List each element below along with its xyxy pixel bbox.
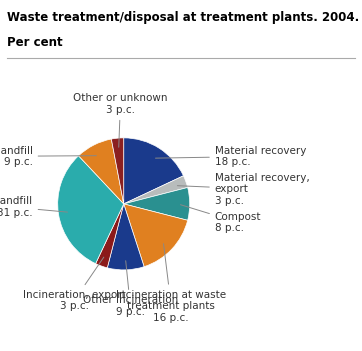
Text: Landfill
31 p.c.: Landfill 31 p.c. [0, 197, 67, 218]
Text: Compost
8 p.c.: Compost 8 p.c. [181, 205, 261, 233]
Wedge shape [124, 187, 190, 220]
Text: Material recovery
18 p.c.: Material recovery 18 p.c. [156, 146, 306, 167]
Wedge shape [124, 204, 188, 267]
Text: Cover to landfill
9 p.c.: Cover to landfill 9 p.c. [0, 146, 96, 167]
Text: Waste treatment/disposal at treatment plants. 2004.: Waste treatment/disposal at treatment pl… [7, 11, 359, 24]
Text: Material recovery,
export
3 p.c.: Material recovery, export 3 p.c. [177, 173, 310, 206]
Text: Per cent: Per cent [7, 36, 63, 49]
Text: Other or unknown
3 p.c.: Other or unknown 3 p.c. [73, 93, 168, 147]
Wedge shape [111, 138, 124, 204]
Text: Incineration at waste
treatment plants
16 p.c.: Incineration at waste treatment plants 1… [116, 244, 226, 323]
Wedge shape [107, 204, 144, 270]
Wedge shape [96, 204, 124, 268]
Text: Incineration, export
3 p.c.: Incineration, export 3 p.c. [23, 257, 126, 311]
Wedge shape [79, 139, 124, 204]
Wedge shape [124, 176, 188, 204]
Text: Other incineration
9 p.c.: Other incineration 9 p.c. [83, 261, 178, 317]
Wedge shape [124, 138, 184, 204]
Wedge shape [58, 156, 124, 264]
